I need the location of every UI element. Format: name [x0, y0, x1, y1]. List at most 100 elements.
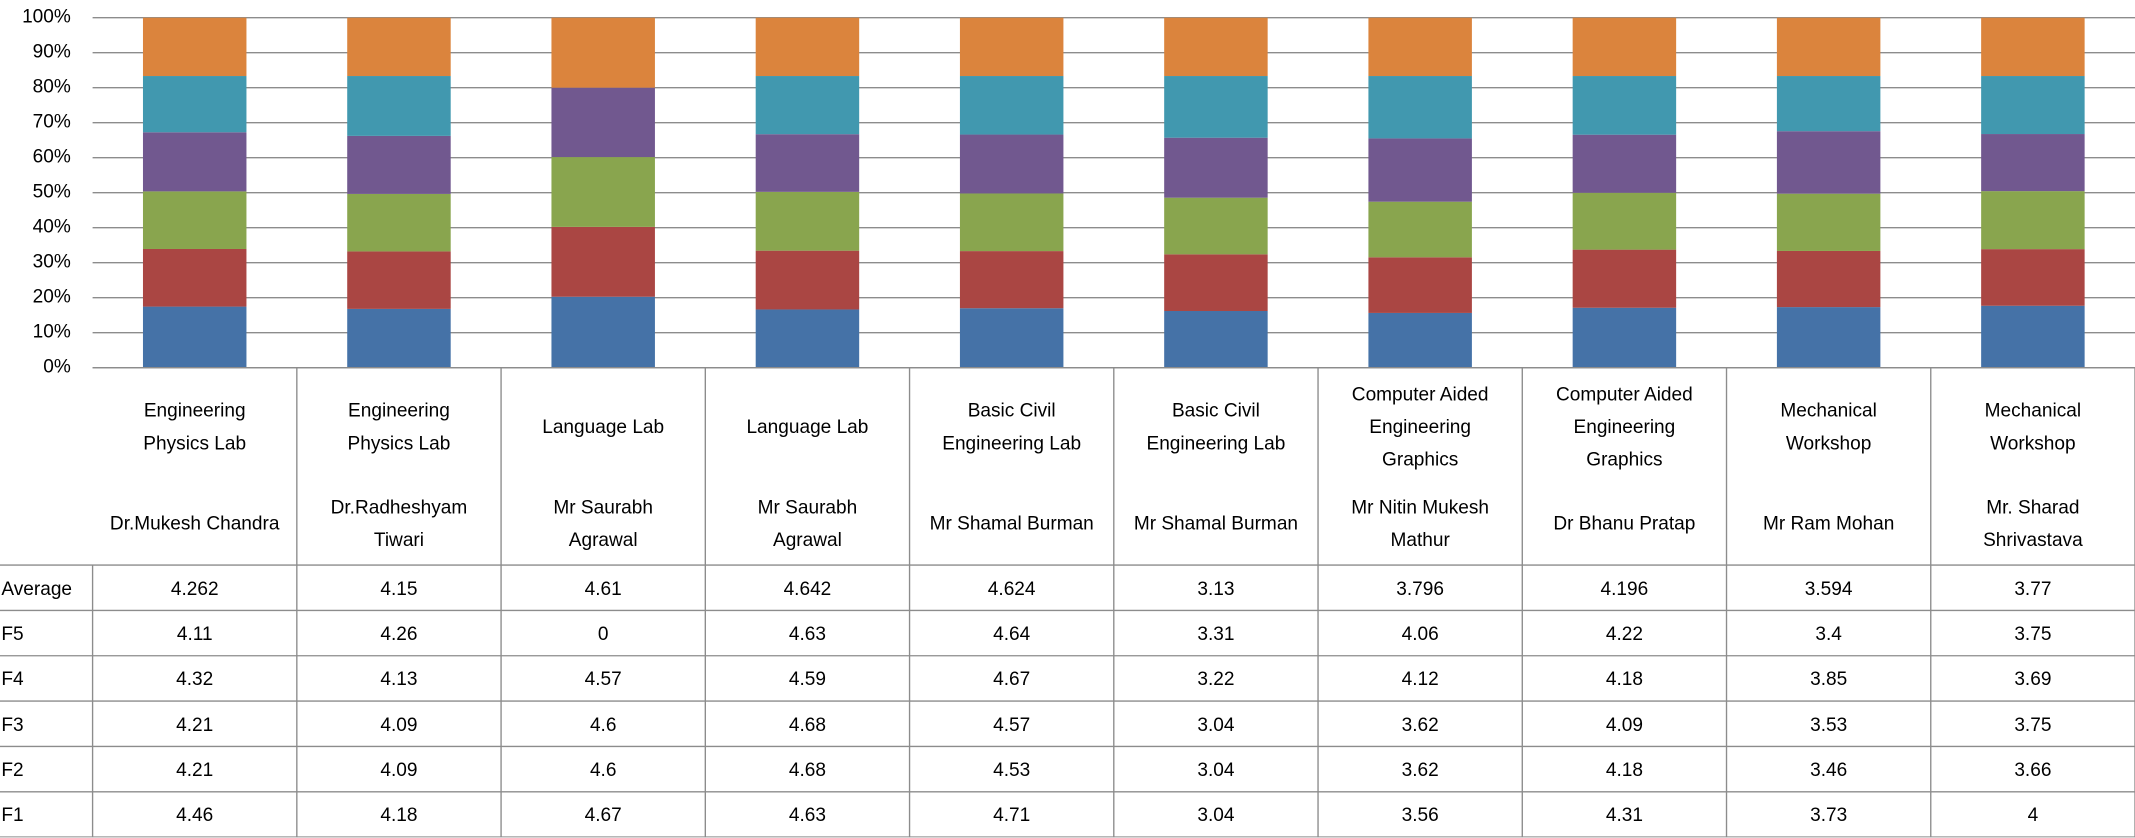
bar-segment	[755, 134, 860, 192]
bar-segment	[347, 251, 451, 309]
table-value: 3.22	[1197, 667, 1235, 690]
table-value: 4.09	[1605, 712, 1643, 735]
table-value: 4.46	[176, 803, 214, 826]
category-label: Engineering Physics Lab	[143, 398, 247, 454]
instructor-label: Mr Shamal Burman	[929, 511, 1094, 534]
y-tick-label: 60%	[33, 147, 71, 168]
bar-segment	[347, 17, 451, 77]
bar-segment	[1164, 76, 1268, 138]
table-value: 3.46	[1810, 758, 1848, 780]
bar-segment	[1368, 17, 1472, 77]
bar-segment	[1776, 250, 1881, 308]
bar-segment	[1368, 201, 1472, 258]
bar-segment	[551, 87, 655, 158]
bar-segment	[347, 308, 451, 368]
bar-segment	[1164, 17, 1268, 77]
bar-segment	[1164, 254, 1268, 311]
bar-segment	[142, 191, 247, 249]
table-value: 4.57	[993, 712, 1031, 735]
table-value: 3.04	[1197, 758, 1235, 780]
table-value: 4	[2027, 803, 2039, 826]
table-value: 4.09	[380, 758, 418, 780]
category-label: Language Lab	[542, 415, 665, 438]
y-tick-label: 70%	[33, 112, 71, 133]
y-tick-label: 20%	[33, 287, 71, 308]
bar-segment	[1776, 76, 1881, 132]
category-label: Basic Civil Engineering Lab	[942, 398, 1082, 454]
table-value: 4.18	[1605, 667, 1643, 690]
bar-segment	[755, 250, 860, 310]
instructor-label: Mr. Sharad Shrivastava	[1983, 495, 2083, 551]
bar-segment	[959, 17, 1064, 77]
bar-segment	[1368, 138, 1472, 202]
legend-row-label: F3	[1, 712, 24, 735]
table-value: 4.262	[170, 576, 219, 599]
table-value: 3.77	[2014, 576, 2052, 599]
bar-segment	[1164, 197, 1268, 255]
bar-segment	[1981, 134, 2085, 192]
bar-segment	[755, 76, 860, 135]
category-label: Computer Aided Engineering Graphics	[1351, 382, 1489, 470]
bar-segment	[959, 76, 1064, 135]
table-value: 3.66	[2014, 758, 2052, 780]
instructor-label: Mr Ram Mohan	[1762, 511, 1895, 534]
category-label: Computer Aided Engineering Graphics	[1556, 382, 1693, 470]
table-value: 3.62	[1401, 758, 1439, 780]
bar-segment	[1164, 137, 1268, 198]
bar-segment	[142, 17, 247, 77]
table-value: 4.63	[788, 622, 826, 644]
table-value: 4.32	[176, 667, 214, 690]
table-value: 4.15	[380, 576, 418, 599]
table-value: 3.796	[1396, 576, 1445, 599]
table-value: 4.67	[993, 667, 1031, 690]
table-value: 3.53	[1810, 712, 1848, 735]
table-value: 4.31	[1605, 803, 1643, 826]
table-value: 4.624	[987, 576, 1036, 599]
table-value: 4.21	[176, 758, 214, 780]
instructor-label: Mr Nitin Mukesh Mathur	[1351, 495, 1490, 551]
category-label: Basic Civil Engineering Lab	[1146, 398, 1286, 454]
y-tick-label: 90%	[33, 42, 71, 63]
bar-segment	[142, 306, 247, 368]
bar-segment	[1572, 192, 1677, 250]
table-value: 4.63	[788, 803, 826, 826]
table-value: 4.22	[1605, 622, 1643, 644]
legend-row-label: Average	[1, 576, 73, 599]
y-tick-label: 100%	[22, 7, 71, 28]
bar-segment	[1981, 249, 2085, 306]
bar-segment	[1981, 191, 2085, 250]
table-value: 3.75	[2014, 712, 2052, 735]
bar-segment	[959, 308, 1064, 368]
bar-segment	[142, 132, 247, 192]
y-tick-label: 10%	[33, 322, 71, 343]
table-value: 4.18	[1605, 758, 1643, 780]
bar-segment	[1776, 307, 1881, 368]
table-value: 3.85	[1810, 667, 1848, 690]
table-value: 3.13	[1197, 576, 1235, 599]
table-value: 4.68	[788, 712, 826, 735]
table-value: 3.4	[1815, 622, 1842, 644]
instructor-label: Mr Saurabh Agrawal	[553, 495, 653, 551]
instructor-label: Mr Shamal Burman	[1133, 511, 1299, 534]
bar-segment	[551, 296, 655, 368]
legend-row-label: F1	[1, 803, 24, 826]
bar-segment	[1368, 312, 1472, 368]
bar-segment	[1776, 17, 1881, 77]
bar-segment	[1981, 305, 2085, 368]
table-value: 4.18	[380, 803, 418, 826]
table-value: 3.04	[1197, 712, 1235, 735]
table-value: 3.56	[1401, 803, 1439, 826]
table-value: 4.53	[993, 758, 1031, 780]
table-value: 4.642	[783, 576, 832, 599]
table-value: 3.04	[1197, 803, 1235, 826]
table-value: 3.69	[2014, 667, 2052, 690]
bar-segment	[347, 193, 451, 252]
table-value: 3.594	[1804, 576, 1853, 599]
legend-row-label: F5	[1, 622, 24, 644]
instructor-label: Dr Bhanu Pratap	[1553, 511, 1696, 534]
table-value: 4.59	[788, 667, 826, 690]
table-value: 4.13	[380, 667, 418, 690]
bar-segment	[1164, 310, 1268, 368]
y-tick-label: 0%	[43, 357, 71, 378]
bar-segment	[959, 193, 1064, 252]
